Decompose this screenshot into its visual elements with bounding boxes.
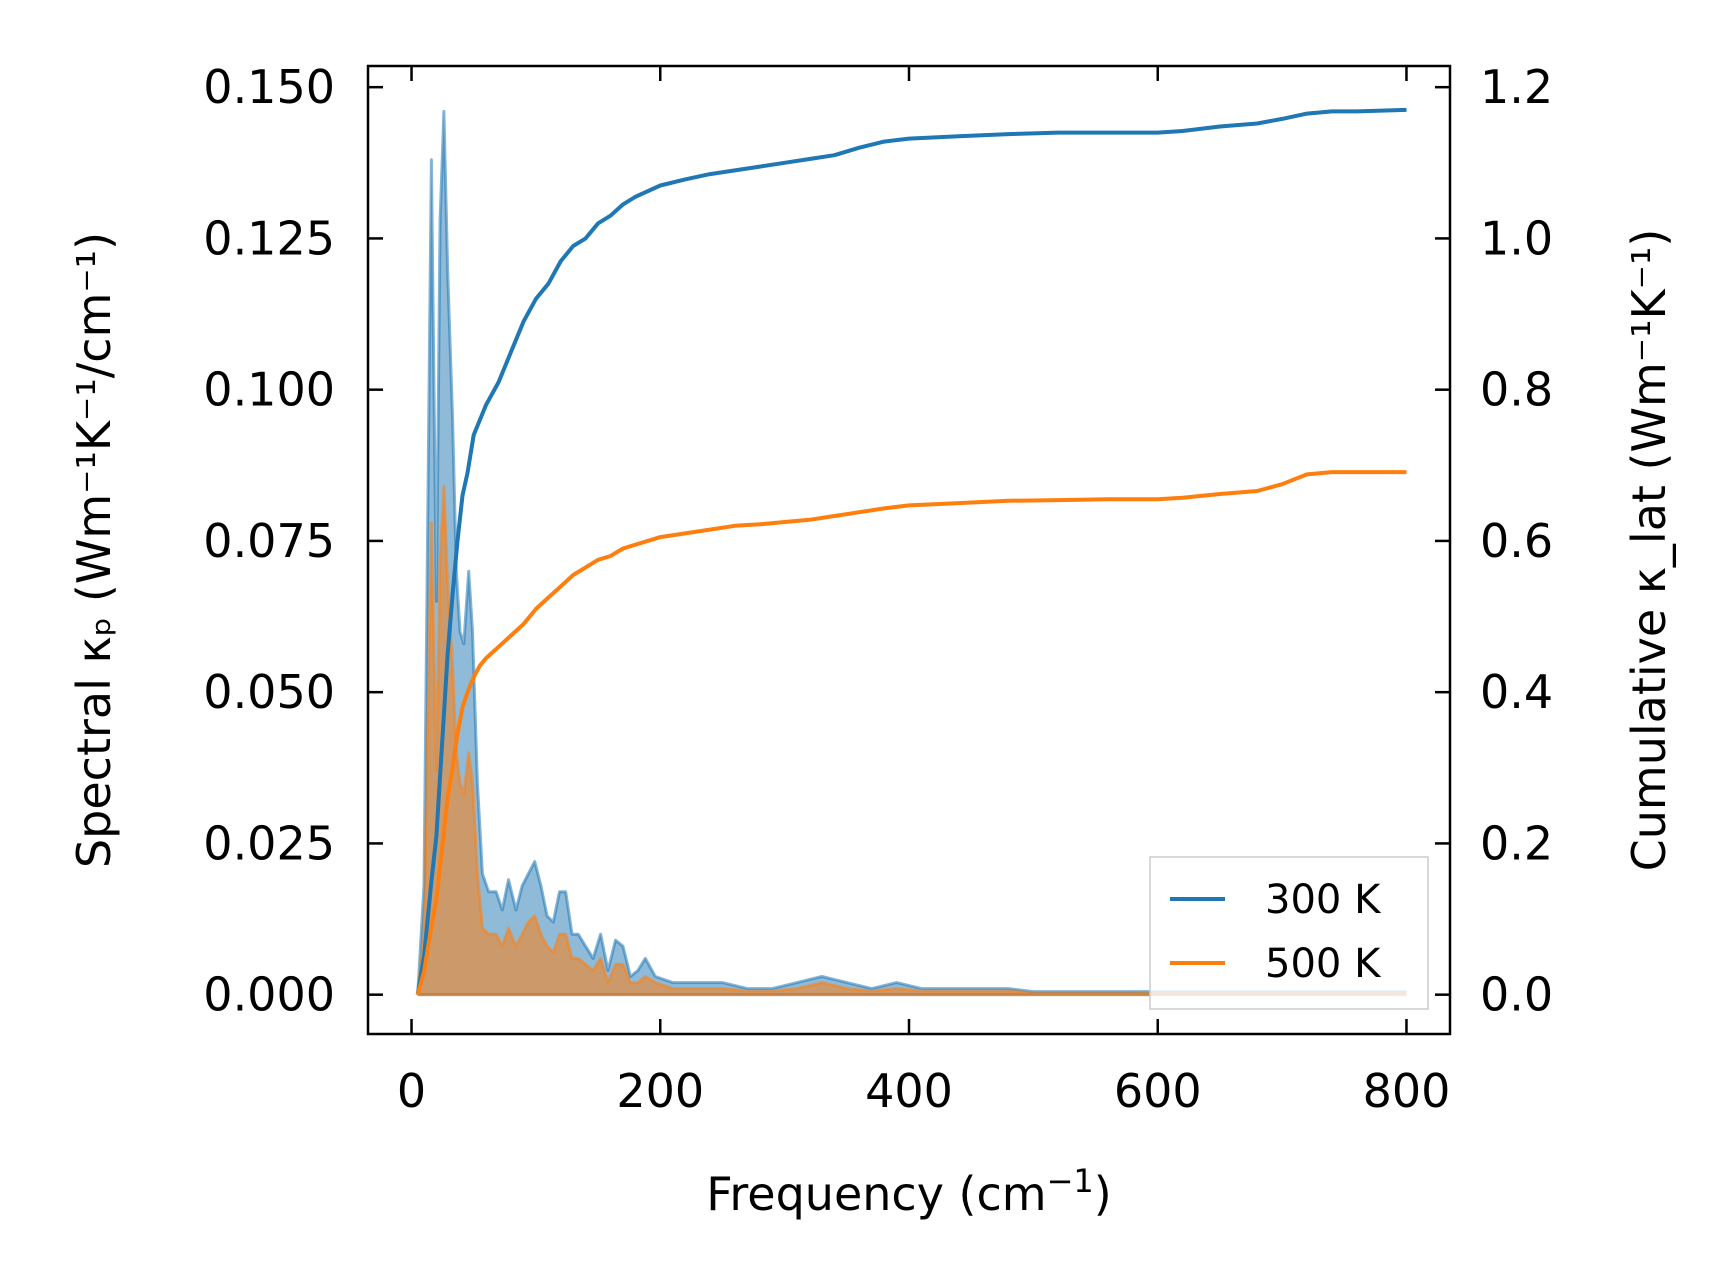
y-left-axis-label: Spectral κₚ (Wm⁻¹K⁻¹/cm⁻¹) (67, 232, 121, 868)
x-axis-label-text: Frequency (cm (706, 1167, 1046, 1221)
y-right-tick-label: 1.0 (1480, 211, 1553, 265)
x-tick-label: 0 (397, 1064, 426, 1118)
legend-box (1149, 856, 1429, 1010)
x-axis-label: Frequency (cm−1) (706, 1162, 1111, 1221)
cumulative-line-500k (415, 470, 1407, 996)
x-tick-label: 800 (1363, 1064, 1451, 1118)
y-left-tick-label: 0.075 (203, 514, 335, 568)
y-right-axis-label: Cumulative κ_lat (Wm⁻¹K⁻¹) (1622, 229, 1676, 872)
y-right-tick-label: 0.6 (1480, 514, 1553, 568)
y-left-tick-label: 0.150 (203, 60, 335, 114)
y-left-tick-label: 0.000 (203, 968, 335, 1022)
axis-ticks (368, 66, 1450, 1034)
x-axis-label-tail: ) (1094, 1167, 1112, 1221)
y-left-tick-label: 0.025 (203, 816, 335, 870)
y-right-tick-label: 1.2 (1480, 60, 1553, 114)
x-tick-label: 200 (616, 1064, 704, 1118)
x-tick-label: 600 (1114, 1064, 1202, 1118)
cumulative-lines (415, 107, 1407, 996)
y-right-tick-label: 0.0 (1480, 968, 1553, 1022)
axis-tick-labels: 0 200 400 600 800 0.000 0.025 0.050 0.075 0.100 0.… (203, 60, 1553, 1118)
spectral-line-500k (416, 485, 1407, 995)
x-tick-label: 400 (865, 1064, 953, 1118)
spectral-line-300k (416, 109, 1407, 995)
y-right-tick-label: 0.2 (1480, 816, 1553, 870)
y-right-tick-label: 0.8 (1480, 363, 1553, 417)
legend: 300 K 500 K (1149, 856, 1429, 1010)
y-right-tick-label: 0.4 (1480, 665, 1553, 719)
y-left-tick-label: 0.125 (203, 211, 335, 265)
legend-label-500k: 500 K (1265, 941, 1382, 987)
y-left-tick-label: 0.100 (203, 363, 335, 417)
legend-label-300k: 300 K (1265, 877, 1382, 923)
cumulative-line-300k (415, 107, 1407, 996)
x-axis-label-sup: −1 (1047, 1162, 1094, 1200)
y-left-tick-label: 0.050 (203, 665, 335, 719)
